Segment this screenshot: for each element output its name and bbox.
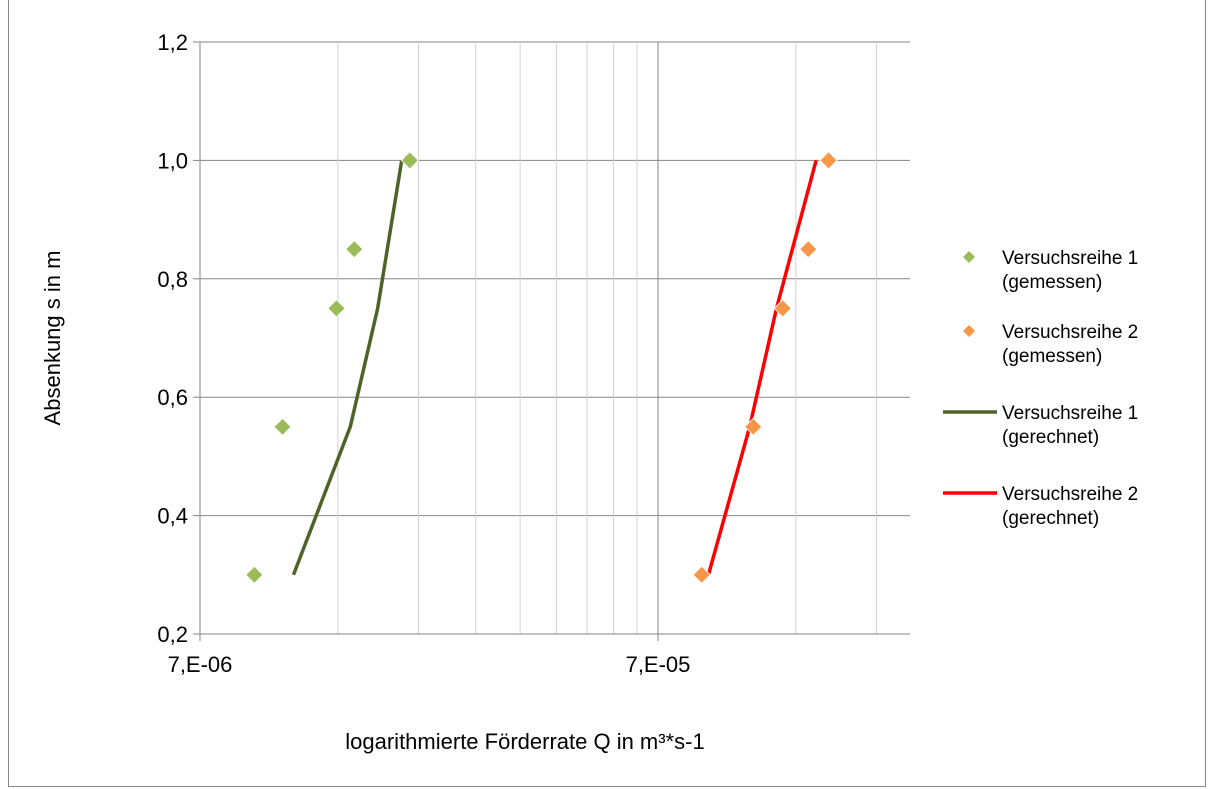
- legend-label: (gemessen): [1002, 272, 1102, 293]
- marks: [245, 151, 838, 584]
- legend-label: Versuchsreihe 2: [1002, 484, 1138, 505]
- legend-label: (gerechnet): [1002, 427, 1099, 448]
- series-line: [291, 160, 404, 576]
- data-point: [799, 240, 818, 259]
- x-axis-title: logarithmierte Förderrate Q in m³*s-1: [345, 729, 704, 754]
- legend-label: Versuchsreihe 1: [1002, 248, 1138, 269]
- data-point: [345, 240, 364, 259]
- legend-label: (gerechnet): [1002, 508, 1099, 529]
- series-line: [706, 159, 818, 576]
- x-tick-label: 7,E-06: [168, 652, 233, 677]
- data-point: [327, 299, 346, 318]
- tick-labels: 0,2 0,4 0,6 0,8 1,0 1,2 7,E-06 7,E-05: [157, 30, 690, 677]
- data-point: [819, 151, 838, 170]
- data-point: [773, 299, 792, 318]
- legend: Versuchsreihe 1 (gemessen) Versuchsreihe 2…: [943, 248, 1138, 529]
- legend-marker: [963, 251, 975, 263]
- axes: [193, 41, 910, 641]
- legend-label: Versuchsreihe 1: [1002, 403, 1138, 424]
- y-axis-title: Absenkung s in m: [40, 251, 65, 426]
- grid: [200, 41, 910, 634]
- y-tick-label: 0,4: [157, 504, 188, 529]
- y-tick-label: 0,8: [157, 267, 188, 292]
- data-point: [245, 565, 264, 584]
- legend-label: (gemessen): [1002, 346, 1102, 367]
- data-point: [400, 151, 419, 170]
- legend-label: Versuchsreihe 2: [1002, 322, 1138, 343]
- data-point: [744, 417, 763, 436]
- chart-frame: [8, 0, 1206, 787]
- x-tick-label: 7,E-05: [626, 652, 691, 677]
- y-tick-label: 1,0: [157, 148, 188, 173]
- y-tick-label: 1,2: [157, 30, 188, 55]
- y-tick-label: 0,2: [157, 622, 188, 647]
- data-point: [692, 565, 711, 584]
- data-point: [273, 417, 292, 436]
- y-tick-label: 0,6: [157, 385, 188, 410]
- legend-marker: [963, 325, 975, 337]
